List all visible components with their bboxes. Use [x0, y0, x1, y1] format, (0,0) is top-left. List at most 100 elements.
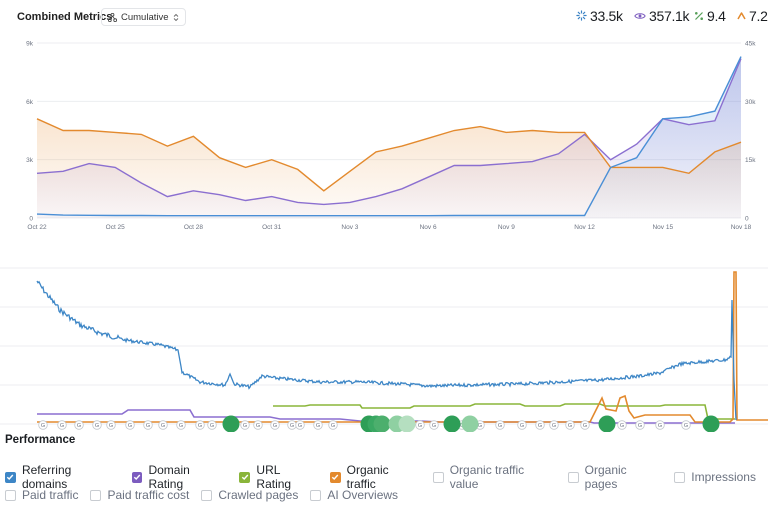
- google-update-marker[interactable]: G: [270, 420, 280, 430]
- eye-icon: [634, 8, 646, 24]
- svg-text:G: G: [520, 423, 524, 429]
- x-tick-label: Nov 3: [341, 224, 358, 231]
- line-chart: GGGGGGGGGGGGGGGGGGGGGGGGGGGGGGGGG: [0, 267, 768, 433]
- svg-text:G: G: [77, 423, 81, 429]
- google-update-marker[interactable]: G: [106, 420, 116, 430]
- google-update-marker[interactable]: G: [195, 420, 205, 430]
- x-tick-label: Oct 22: [27, 224, 47, 231]
- svg-text:G: G: [684, 423, 688, 429]
- checkbox-empty-icon: [90, 489, 102, 501]
- svg-text:G: G: [256, 423, 260, 429]
- svg-text:G: G: [198, 423, 202, 429]
- svg-text:G: G: [290, 423, 294, 429]
- google-update-marker[interactable]: G: [38, 420, 48, 430]
- google-update-marker[interactable]: G: [655, 420, 665, 430]
- google-update-marker[interactable]: G: [635, 420, 645, 430]
- referring-domains-line: [36, 56, 742, 217]
- x-tick-label: Oct 28: [184, 224, 204, 231]
- google-update-marker[interactable]: G: [328, 420, 338, 430]
- svg-text:G: G: [210, 423, 214, 429]
- x-tick-label: Nov 18: [731, 224, 752, 231]
- google-update-marker[interactable]: G: [207, 420, 217, 430]
- metric-referring-domains: 33.5k: [576, 8, 623, 24]
- svg-text:G: G: [498, 423, 502, 429]
- google-update-marker[interactable]: G: [565, 420, 575, 430]
- google-update-marker[interactable]: G: [240, 420, 250, 430]
- google-update-marker[interactable]: G: [313, 420, 323, 430]
- y-left-tick-label: 0: [29, 216, 33, 223]
- metric-value: 357.1k: [649, 8, 690, 24]
- percent-icon: [694, 8, 704, 24]
- checkbox-empty-icon: [674, 471, 686, 483]
- svg-text:G: G: [95, 423, 99, 429]
- google-update-marker[interactable]: G: [253, 420, 263, 430]
- algorithm-update-marker[interactable]: [702, 415, 720, 433]
- checkbox-organic-pages[interactable]: Organic pages: [567, 463, 663, 491]
- algorithm-update-marker[interactable]: [461, 415, 479, 433]
- algorithm-update-marker[interactable]: [598, 415, 616, 433]
- google-update-marker[interactable]: G: [74, 420, 84, 430]
- google-update-marker[interactable]: G: [415, 420, 425, 430]
- checkbox-domain-rating[interactable]: Domain Rating: [131, 463, 228, 491]
- google-update-marker[interactable]: G: [495, 420, 505, 430]
- svg-text:G: G: [638, 423, 642, 429]
- organic-traffic-line: [37, 271, 768, 423]
- domain-rating-icon: [737, 8, 746, 24]
- referring-domains-icon: [576, 8, 587, 24]
- area-chart: 0 3k 6k 9k 0 15k 30k 45k Oct 22 Oct 25 Oct 28 Oct…: [26, 41, 756, 232]
- y-left-tick-label: 6k: [26, 99, 34, 106]
- checkbox-checked-icon: [131, 471, 143, 483]
- x-tick-label: Nov 6: [420, 224, 437, 231]
- google-update-marker[interactable]: G: [549, 420, 559, 430]
- checkbox-organic-traffic[interactable]: Organic traffic: [329, 463, 421, 491]
- checkbox-row-2: Paid traffic Paid traffic cost Crawled p…: [5, 488, 410, 502]
- checkbox-ai-overviews[interactable]: AI Overviews: [310, 488, 398, 502]
- google-update-marker[interactable]: G: [92, 420, 102, 430]
- checkbox-organic-traffic-value[interactable]: Organic traffic value: [432, 463, 556, 491]
- checkbox-impressions[interactable]: Impressions: [674, 470, 756, 484]
- algorithm-update-marker[interactable]: [373, 415, 391, 433]
- google-update-marker[interactable]: G: [57, 420, 67, 430]
- checkbox-referring-domains[interactable]: Referring domains: [5, 463, 120, 491]
- algorithm-update-marker[interactable]: [443, 415, 461, 433]
- checkbox-label: Referring domains: [21, 463, 72, 491]
- google-update-marker[interactable]: G: [143, 420, 153, 430]
- google-update-marker[interactable]: G: [535, 420, 545, 430]
- google-update-marker[interactable]: G: [429, 420, 439, 430]
- checkbox-empty-icon: [201, 489, 213, 501]
- svg-text:G: G: [273, 423, 277, 429]
- checkbox-paid-traffic-cost[interactable]: Paid traffic cost: [90, 488, 189, 502]
- google-update-marker[interactable]: G: [125, 420, 135, 430]
- google-update-marker[interactable]: G: [295, 420, 305, 430]
- checkbox-checked-icon: [329, 471, 341, 483]
- annotation-markers: GGGGGGGGGGGGGGGGGGGGGGGGGGGGGGGGG: [38, 415, 720, 433]
- checkbox-crawled-pages[interactable]: Crawled pages: [201, 488, 298, 502]
- checkbox-checked-icon: [239, 471, 251, 483]
- google-update-marker[interactable]: G: [617, 420, 627, 430]
- svg-text:G: G: [552, 423, 556, 429]
- google-update-marker[interactable]: G: [580, 420, 590, 430]
- y-right-tick-label: 30k: [745, 99, 756, 106]
- x-tick-label: Oct 31: [262, 224, 282, 231]
- svg-text:G: G: [298, 423, 302, 429]
- google-update-marker[interactable]: G: [681, 420, 691, 430]
- chevron-updown-icon: [173, 13, 179, 22]
- y-right-tick-label: 45k: [745, 41, 756, 48]
- metric-url-rating: 9.4: [694, 8, 726, 24]
- svg-text:G: G: [620, 423, 624, 429]
- svg-text:G: G: [316, 423, 320, 429]
- checkbox-paid-traffic[interactable]: Paid traffic: [5, 488, 78, 502]
- google-update-marker[interactable]: G: [158, 420, 168, 430]
- dropdown-label: Cumulative: [121, 11, 169, 23]
- checkbox-url-rating[interactable]: URL Rating: [239, 463, 317, 491]
- checkbox-empty-icon: [310, 489, 322, 501]
- google-update-marker[interactable]: G: [176, 420, 186, 430]
- svg-text:G: G: [146, 423, 150, 429]
- checkbox-label: Organic pages: [584, 463, 627, 491]
- cumulative-dropdown[interactable]: Cumulative: [101, 8, 186, 26]
- metric-traffic: 357.1k: [634, 8, 690, 24]
- google-update-marker[interactable]: G: [287, 420, 297, 430]
- algorithm-update-marker[interactable]: [398, 415, 416, 433]
- algorithm-update-marker[interactable]: [222, 415, 240, 433]
- google-update-marker[interactable]: G: [517, 420, 527, 430]
